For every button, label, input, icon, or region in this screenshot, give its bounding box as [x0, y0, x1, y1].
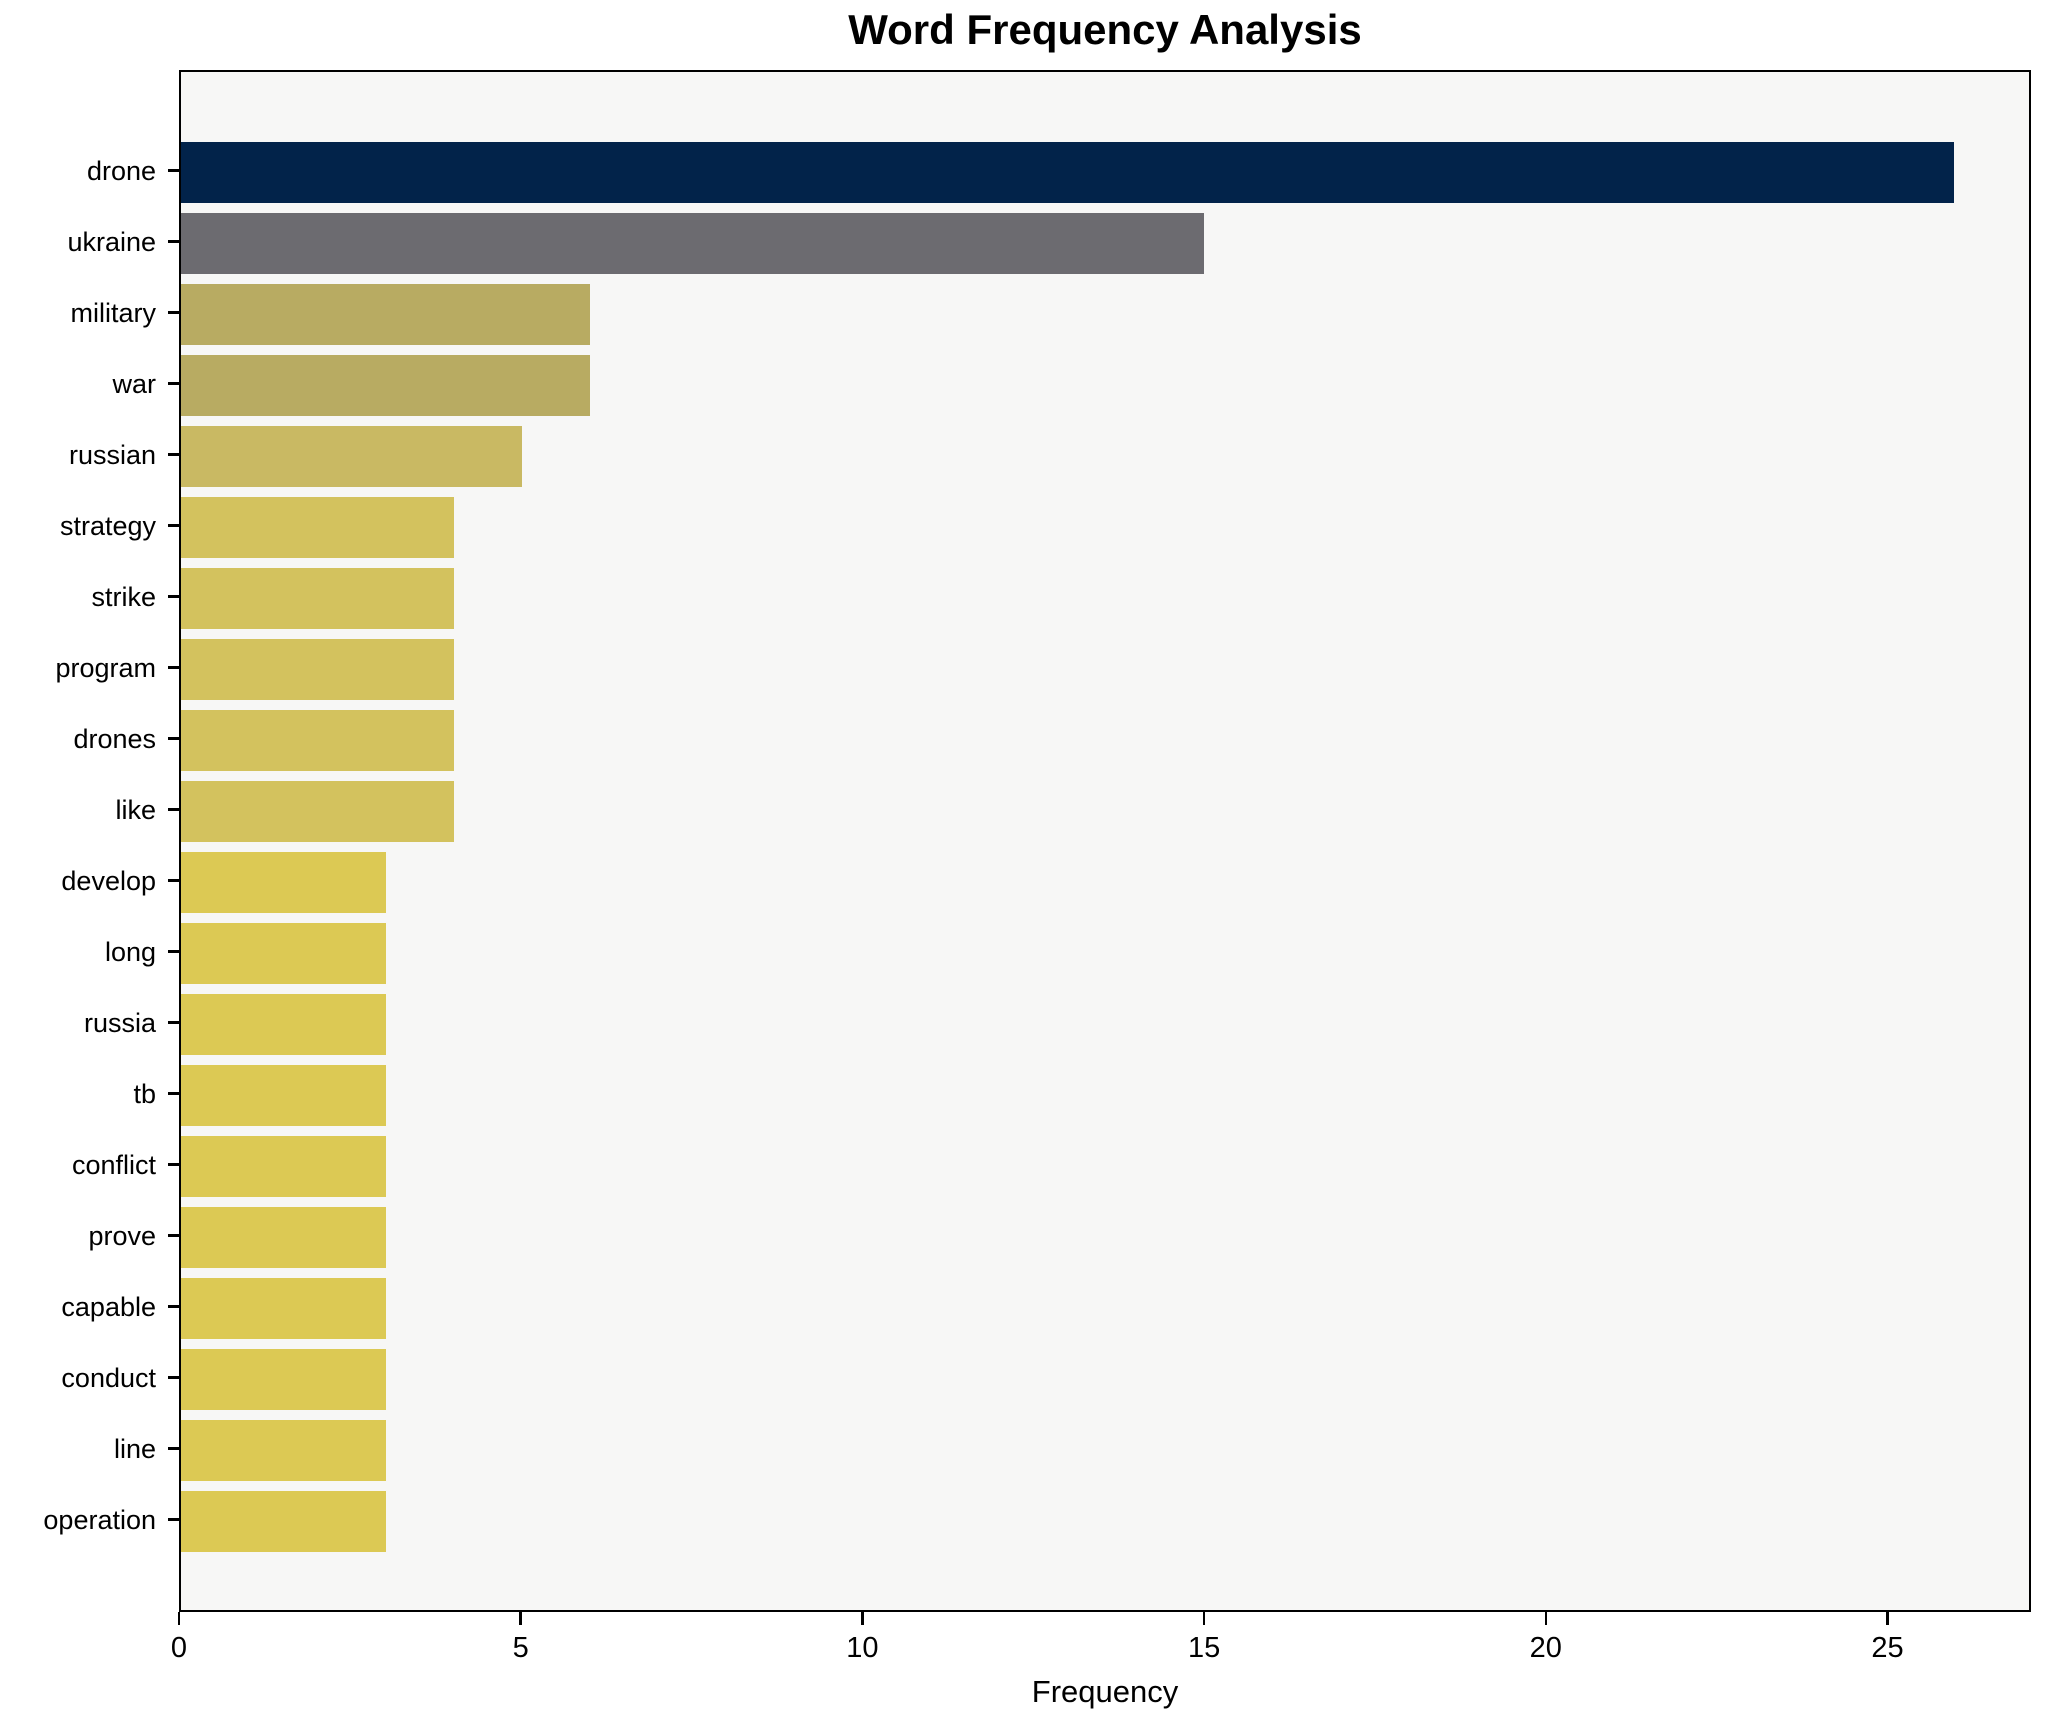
- x-tick-mark: [1202, 1612, 1206, 1625]
- y-tick-label-develop: develop: [61, 865, 156, 896]
- y-tick-label-operation: operation: [43, 1504, 156, 1535]
- y-tick-mark: [168, 169, 179, 172]
- x-tick-label-20: 20: [1529, 1632, 1562, 1664]
- bar-war: [181, 355, 591, 416]
- y-tick-mark: [168, 1305, 179, 1308]
- y-tick-label-prove: prove: [88, 1220, 156, 1251]
- y-tick-mark: [168, 1376, 179, 1379]
- y-tick-mark: [168, 524, 179, 527]
- y-tick-label-strike: strike: [91, 581, 156, 612]
- bar-line: [181, 1420, 386, 1481]
- y-tick-mark: [168, 1163, 179, 1166]
- bar-drones: [181, 710, 454, 771]
- x-tick-label-25: 25: [1871, 1632, 1904, 1664]
- bar-operation: [181, 1491, 386, 1552]
- y-tick-mark: [168, 666, 179, 669]
- y-tick-mark: [168, 595, 179, 598]
- x-axis-label: Frequency: [1031, 1674, 1179, 1709]
- bar-military: [181, 284, 591, 345]
- y-tick-mark: [168, 1518, 179, 1521]
- bar-long: [181, 923, 386, 984]
- y-tick-label-strategy: strategy: [59, 510, 156, 541]
- plot-area: [179, 70, 2031, 1612]
- y-tick-mark: [168, 1092, 179, 1095]
- bar-like: [181, 781, 454, 842]
- y-tick-label-line: line: [113, 1433, 156, 1464]
- x-tick-label-0: 0: [170, 1632, 188, 1664]
- y-tick-label-program: program: [55, 652, 156, 683]
- x-tick-label-10: 10: [846, 1632, 879, 1664]
- y-tick-mark: [168, 1234, 179, 1237]
- bar-russian: [181, 426, 522, 487]
- y-tick-label-conflict: conflict: [71, 1149, 156, 1180]
- y-tick-mark: [168, 808, 179, 811]
- x-tick-mark: [1886, 1612, 1889, 1625]
- x-tick-mark: [177, 1612, 181, 1625]
- y-tick-mark: [168, 737, 179, 740]
- y-tick-label-drone: drone: [86, 155, 156, 186]
- y-tick-label-capable: capable: [61, 1291, 156, 1322]
- y-tick-label-ukraine: ukraine: [67, 226, 156, 257]
- y-tick-label-long: long: [104, 936, 156, 967]
- y-tick-label-russian: russian: [68, 439, 156, 470]
- bar-ukraine: [181, 213, 1204, 274]
- bar-program: [181, 639, 454, 700]
- bar-strike: [181, 568, 454, 629]
- x-tick-mark: [861, 1612, 864, 1625]
- x-tick-mark: [1544, 1612, 1548, 1625]
- bar-prove: [181, 1207, 386, 1268]
- y-tick-label-russia: russia: [83, 1007, 156, 1038]
- bar-tb: [181, 1065, 386, 1126]
- y-tick-label-drones: drones: [73, 723, 156, 754]
- y-tick-label-tb: tb: [133, 1078, 156, 1109]
- x-tick-mark: [519, 1612, 522, 1625]
- chart-title: Word Frequency Analysis: [848, 6, 1362, 53]
- y-tick-mark: [168, 453, 179, 456]
- bar-capable: [181, 1278, 386, 1339]
- y-tick-mark: [168, 950, 179, 953]
- y-tick-mark: [168, 1021, 179, 1024]
- y-tick-mark: [168, 1447, 179, 1450]
- y-tick-mark: [168, 311, 179, 314]
- y-tick-mark: [168, 382, 179, 385]
- bar-russia: [181, 994, 386, 1055]
- y-tick-label-war: war: [112, 368, 156, 399]
- y-tick-label-like: like: [115, 794, 156, 825]
- bar-conduct: [181, 1349, 386, 1410]
- y-tick-label-conduct: conduct: [61, 1362, 156, 1393]
- y-tick-mark: [168, 240, 179, 243]
- bar-strategy: [181, 497, 454, 558]
- y-tick-mark: [168, 879, 179, 882]
- bar-drone: [181, 142, 1954, 203]
- bar-conflict: [181, 1136, 386, 1197]
- bar-develop: [181, 852, 386, 913]
- x-tick-label-15: 15: [1187, 1632, 1221, 1664]
- x-tick-label-5: 5: [512, 1632, 529, 1664]
- y-tick-label-military: military: [70, 297, 157, 328]
